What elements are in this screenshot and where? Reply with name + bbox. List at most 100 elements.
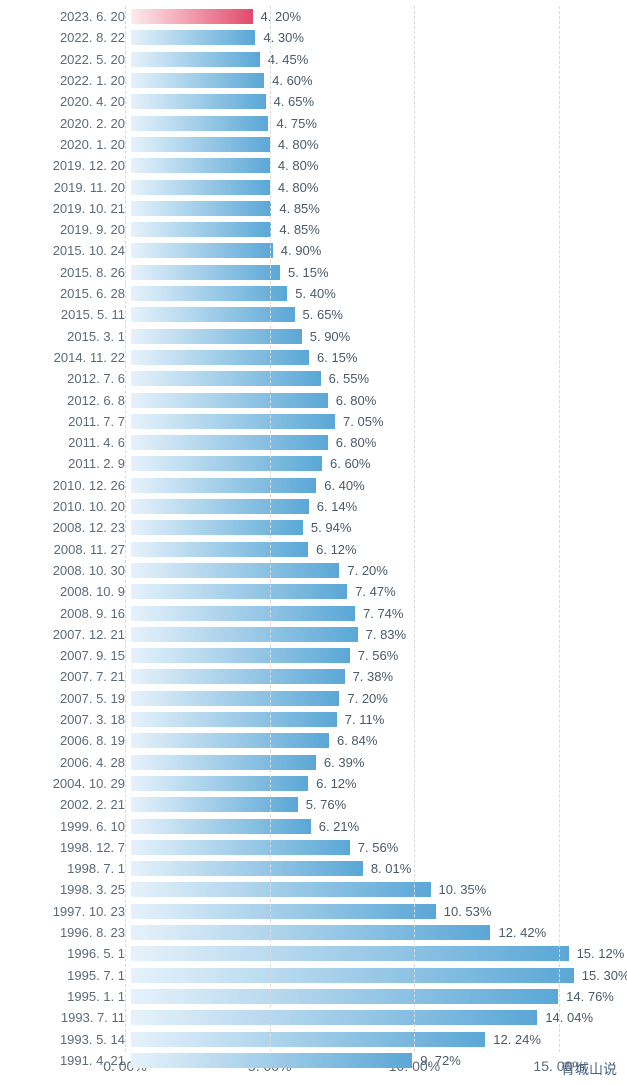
bar [131,116,268,131]
bar [131,73,264,88]
bar-row: 2007. 12. 217. 83% [0,627,627,642]
bar [131,265,280,280]
bar-track: 5. 40% [131,286,627,301]
bar-row: 2008. 12. 235. 94% [0,520,627,535]
bar [131,755,316,770]
bar-value-label: 6. 40% [316,478,364,493]
bar-track: 4. 20% [131,9,627,24]
bar-value-label: 7. 20% [339,691,387,706]
bar-track: 7. 20% [131,563,627,578]
bar-track: 4. 30% [131,30,627,45]
bar-row: 2022. 5. 204. 45% [0,52,627,67]
y-axis-date-label: 2006. 8. 19 [0,733,131,748]
y-axis-date-label: 2012. 6. 8 [0,393,131,408]
grid-line [559,6,560,1052]
y-axis-date-label: 2007. 9. 15 [0,648,131,663]
bar-value-label: 5. 15% [280,265,328,280]
bar-value-label: 5. 90% [302,329,350,344]
bar-track: 4. 65% [131,94,627,109]
bar-row: 2007. 9. 157. 56% [0,648,627,663]
bar-value-label: 4. 65% [266,94,314,109]
y-axis-date-label: 2008. 9. 16 [0,606,131,621]
bar-track: 7. 74% [131,606,627,621]
bar-value-label: 6. 12% [308,776,356,791]
y-axis-date-label: 2008. 11. 27 [0,542,131,557]
bar-row: 2019. 11. 204. 80% [0,180,627,195]
y-axis-date-label: 1998. 12. 7 [0,840,131,855]
bar-track: 4. 85% [131,222,627,237]
bar-track: 5. 15% [131,265,627,280]
bar-row: 2020. 1. 204. 80% [0,137,627,152]
bar-value-label: 4. 75% [268,116,316,131]
y-axis-date-label: 2022. 8. 22 [0,30,131,45]
bar-track: 7. 56% [131,648,627,663]
y-axis-date-label: 2010. 12. 26 [0,478,131,493]
bar [131,542,308,557]
bar-row: 2022. 8. 224. 30% [0,30,627,45]
bar-value-label: 6. 21% [311,819,359,834]
y-axis-date-label: 1995. 1. 1 [0,989,131,1004]
bar-row: 2010. 10. 206. 14% [0,499,627,514]
bar-value-label: 7. 11% [337,712,385,727]
bar-value-label: 7. 83% [358,627,406,642]
y-axis-date-label: 2020. 4. 20 [0,94,131,109]
bar-track: 4. 45% [131,52,627,67]
bar-value-label: 4. 85% [271,201,319,216]
bar-track: 6. 14% [131,499,627,514]
y-axis-date-label: 1995. 7. 1 [0,968,131,983]
bar-track: 4. 80% [131,158,627,173]
bar-track: 4. 80% [131,180,627,195]
bar [131,946,569,961]
bar-value-label: 7. 74% [355,606,403,621]
y-axis-date-label: 2008. 10. 9 [0,584,131,599]
bar-track: 5. 94% [131,520,627,535]
bar [131,329,302,344]
bar-track: 7. 11% [131,712,627,727]
bar-row: 1998. 3. 2510. 35% [0,882,627,897]
bar-value-label: 12. 42% [490,925,546,940]
bar [131,499,309,514]
bar-value-label: 15. 12% [569,946,625,961]
bar [131,1010,537,1025]
bar-row: 2006. 8. 196. 84% [0,733,627,748]
bar [131,989,558,1004]
y-axis-date-label: 2008. 12. 23 [0,520,131,535]
bar-track: 6. 39% [131,755,627,770]
bar [131,520,303,535]
y-axis-date-label: 2015. 6. 28 [0,286,131,301]
y-axis-date-label: 2022. 1. 20 [0,73,131,88]
bar-track: 8. 01% [131,861,627,876]
bar [131,819,311,834]
bar-value-label: 4. 80% [270,158,318,173]
bar-value-label: 6. 39% [316,755,364,770]
bar-row: 2002. 2. 215. 76% [0,797,627,812]
bar-track: 4. 60% [131,73,627,88]
bar-row: 2023. 6. 204. 20% [0,9,627,24]
y-axis-date-label: 1993. 7. 11 [0,1010,131,1025]
bar-row: 1997. 10. 2310. 53% [0,904,627,919]
y-axis-date-label: 2015. 10. 24 [0,243,131,258]
bar-value-label: 6. 12% [308,542,356,557]
bar [131,712,337,727]
bar [131,840,350,855]
bar [131,904,436,919]
bar [131,478,316,493]
bar-track: 6. 80% [131,393,627,408]
bar-value-label: 9. 72% [412,1053,460,1068]
y-axis-date-label: 2011. 4. 6 [0,435,131,450]
bar-track: 6. 40% [131,478,627,493]
y-axis-date-label: 1998. 3. 25 [0,882,131,897]
bar [131,776,308,791]
bar-value-label: 6. 55% [321,371,369,386]
bar-track: 5. 65% [131,307,627,322]
bar-value-label: 4. 60% [264,73,312,88]
grid-line [270,6,271,1052]
bar-track: 6. 60% [131,456,627,471]
bar-row: 2012. 6. 86. 80% [0,393,627,408]
bar-value-label: 4. 90% [273,243,321,258]
bar-track: 7. 05% [131,414,627,429]
bar [131,222,271,237]
bar-value-label: 6. 80% [328,435,376,450]
bar-value-label: 4. 80% [270,180,318,195]
bar-row: 2014. 11. 226. 15% [0,350,627,365]
